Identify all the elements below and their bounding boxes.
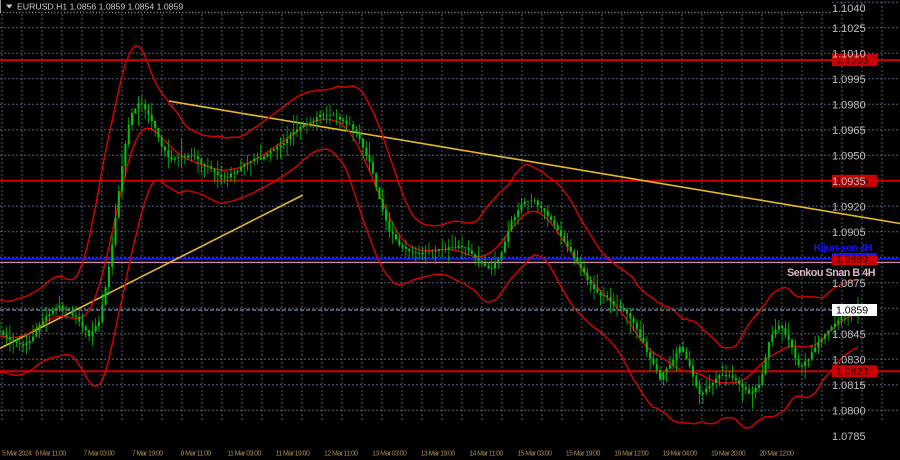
svg-text:7 Mar 03:00: 7 Mar 03:00 [83, 451, 114, 458]
svg-text:1.0995: 1.0995 [832, 74, 866, 86]
svg-text:15 Mar 19:00: 15 Mar 19:00 [566, 451, 601, 458]
svg-text:1.0830: 1.0830 [832, 354, 866, 366]
svg-text:6 Mar 11:00: 6 Mar 11:00 [35, 451, 66, 458]
svg-text:1.1025: 1.1025 [832, 23, 866, 35]
svg-text:1.0905: 1.0905 [832, 227, 866, 239]
svg-text:1.0889: 1.0889 [836, 254, 868, 266]
svg-text:1.0935: 1.0935 [832, 176, 866, 188]
svg-text:11 Mar 19:00: 11 Mar 19:00 [276, 451, 310, 458]
svg-text:1.0875: 1.0875 [832, 278, 866, 290]
svg-text:1.0785: 1.0785 [832, 431, 866, 443]
svg-text:13 Mar 03:00: 13 Mar 03:00 [372, 451, 407, 458]
svg-text:1.0845: 1.0845 [832, 329, 866, 341]
svg-text:1.0965: 1.0965 [832, 125, 866, 137]
svg-text:5 Mar 2024: 5 Mar 2024 [2, 451, 32, 458]
svg-text:19 Mar 20:00: 19 Mar 20:00 [711, 451, 746, 458]
svg-text:EURUSD.H1 1.0856 1.0859 1.085: EURUSD.H1 1.0856 1.0859 1.0854 1.0859 [17, 1, 183, 11]
svg-text:1.0800: 1.0800 [832, 405, 866, 417]
svg-text:7 Mar 19:00: 7 Mar 19:00 [132, 451, 163, 458]
svg-text:1.0920: 1.0920 [832, 201, 866, 213]
svg-text:14 Mar 11:00: 14 Mar 11:00 [469, 451, 503, 458]
svg-text:1.1010: 1.1010 [832, 48, 866, 60]
svg-text:13 Mar 19:00: 13 Mar 19:00 [421, 451, 456, 458]
svg-text:1.0859: 1.0859 [836, 305, 868, 317]
svg-text:20 Mar 12:00: 20 Mar 12:00 [759, 451, 794, 458]
svg-text:Senkou Snan B 4H: Senkou Snan B 4H [787, 267, 876, 279]
svg-text:12 Mar 11:00: 12 Mar 11:00 [324, 451, 358, 458]
svg-text:1.0823: 1.0823 [836, 366, 868, 378]
svg-text:19 Mar 04:00: 19 Mar 04:00 [663, 451, 698, 458]
svg-text:1.0815: 1.0815 [832, 380, 866, 392]
svg-text:1.0980: 1.0980 [832, 99, 866, 111]
svg-text:15 Mar 03:00: 15 Mar 03:00 [517, 451, 552, 458]
svg-text:1.0950: 1.0950 [832, 150, 866, 162]
svg-text:8 Mar 11:00: 8 Mar 11:00 [180, 451, 211, 458]
svg-text:11 Mar 03:00: 11 Mar 03:00 [227, 451, 261, 458]
svg-text:Kijun-sen 4H: Kijun-sen 4H [814, 242, 872, 254]
svg-text:1.1040: 1.1040 [832, 3, 866, 15]
svg-text:18 Mar 12:00: 18 Mar 12:00 [614, 451, 649, 458]
